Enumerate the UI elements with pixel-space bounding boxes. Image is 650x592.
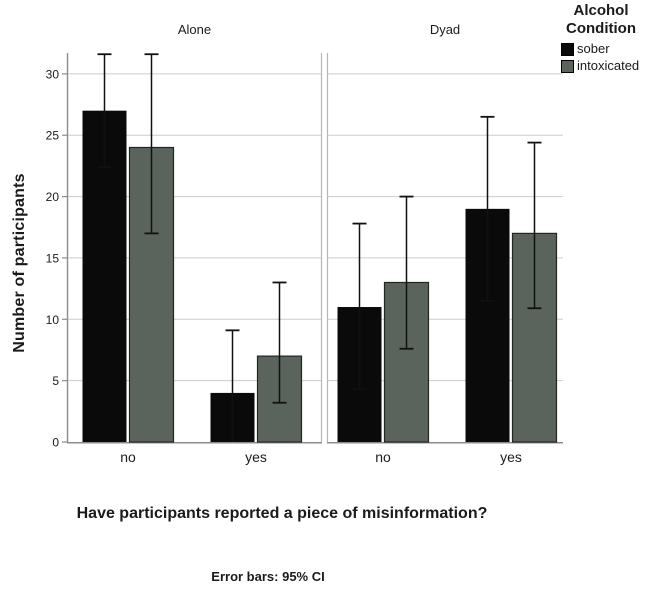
y-axis-title: Number of participants — [11, 173, 28, 353]
x-axis-title: Have participants reported a piece of mi… — [76, 505, 488, 522]
legend-title: Alcohol Condition — [553, 2, 649, 38]
y-tick-label: 30 — [46, 67, 60, 81]
y-tick-label: 25 — [46, 129, 60, 143]
y-tick-label: 5 — [52, 374, 59, 388]
legend-title-line1: Alcohol — [573, 2, 629, 19]
legend-item-intoxicated: intoxicated — [561, 59, 649, 73]
error-bars-caption: Error bars: 95% CI — [211, 569, 325, 584]
x-category-label: yes — [245, 449, 267, 465]
y-tick-label: 20 — [46, 190, 60, 204]
legend-item-label: intoxicated — [577, 58, 640, 73]
panel-title: Dyad — [430, 22, 460, 37]
legend-items: sober intoxicated — [561, 42, 649, 73]
legend: Alcohol Condition sober intoxicated — [553, 2, 649, 76]
legend-swatch-intoxicated — [561, 59, 574, 73]
legend-swatch-sober — [561, 42, 574, 56]
x-category-label: no — [375, 449, 391, 465]
y-tick-label: 15 — [46, 251, 60, 265]
x-category-label: yes — [500, 449, 522, 465]
legend-item-label: sober — [577, 41, 610, 56]
legend-item-sober: sober — [561, 42, 649, 56]
x-category-label: no — [120, 449, 136, 465]
y-tick-label: 10 — [46, 313, 60, 327]
legend-title-line2: Condition — [566, 20, 636, 37]
panel-title: Alone — [178, 22, 211, 37]
y-tick-label: 0 — [52, 436, 59, 450]
